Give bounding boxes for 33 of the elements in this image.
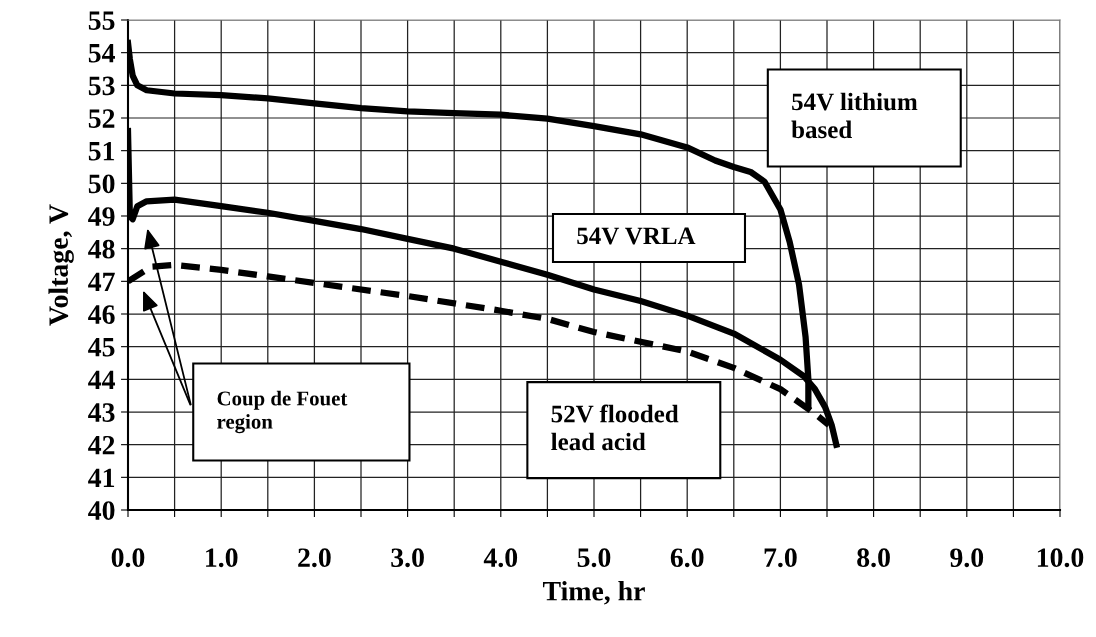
y-tick-label: 46: [88, 305, 115, 324]
y-tick-label: 49: [88, 207, 115, 226]
x-tick-label: 8.0: [857, 548, 890, 568]
y-tick-label: 52: [88, 109, 115, 128]
series-label: 54V VRLA: [577, 227, 696, 245]
x-tick-label: 10.0: [1037, 548, 1084, 568]
x-tick-label: 9.0: [950, 548, 984, 568]
y-tick-label: 50: [88, 174, 115, 194]
y-tick-label: 42: [88, 435, 115, 455]
text: 54V lithium based: [791, 92, 918, 139]
x-tick-label: 5.0: [577, 548, 611, 568]
x-tick-label: 7.0: [764, 548, 797, 568]
y-tick-label: 40: [88, 501, 115, 520]
y-tick-label: 55: [88, 11, 115, 30]
x-tick-label: 3.0: [391, 548, 424, 568]
y-axis-title: Voltage, V: [48, 204, 74, 326]
x-tick-label: 1.0: [206, 548, 238, 568]
x-tick-label: 2.0: [298, 548, 331, 568]
x-tick-label: 0.0: [111, 548, 145, 568]
y-tick-label: 41: [88, 468, 115, 487]
annotation: Coup de Fouet region: [217, 390, 348, 434]
x-tick-label: 6.0: [670, 548, 704, 568]
x-axis-title: Time, hr: [542, 581, 645, 605]
y-tick-label: 48: [88, 239, 115, 259]
y-tick-label: 45: [88, 338, 115, 357]
text: 52V flooded lead acid: [551, 404, 679, 451]
x-tick-label: 4.0: [483, 548, 518, 568]
y-tick-label: 54: [88, 44, 115, 63]
y-tick-label: 51: [88, 141, 115, 161]
y-tick-label: 44: [88, 370, 115, 389]
y-tick-label: 53: [88, 76, 115, 96]
y-tick-label: 43: [88, 403, 115, 422]
y-tick-label: 47: [88, 272, 115, 291]
